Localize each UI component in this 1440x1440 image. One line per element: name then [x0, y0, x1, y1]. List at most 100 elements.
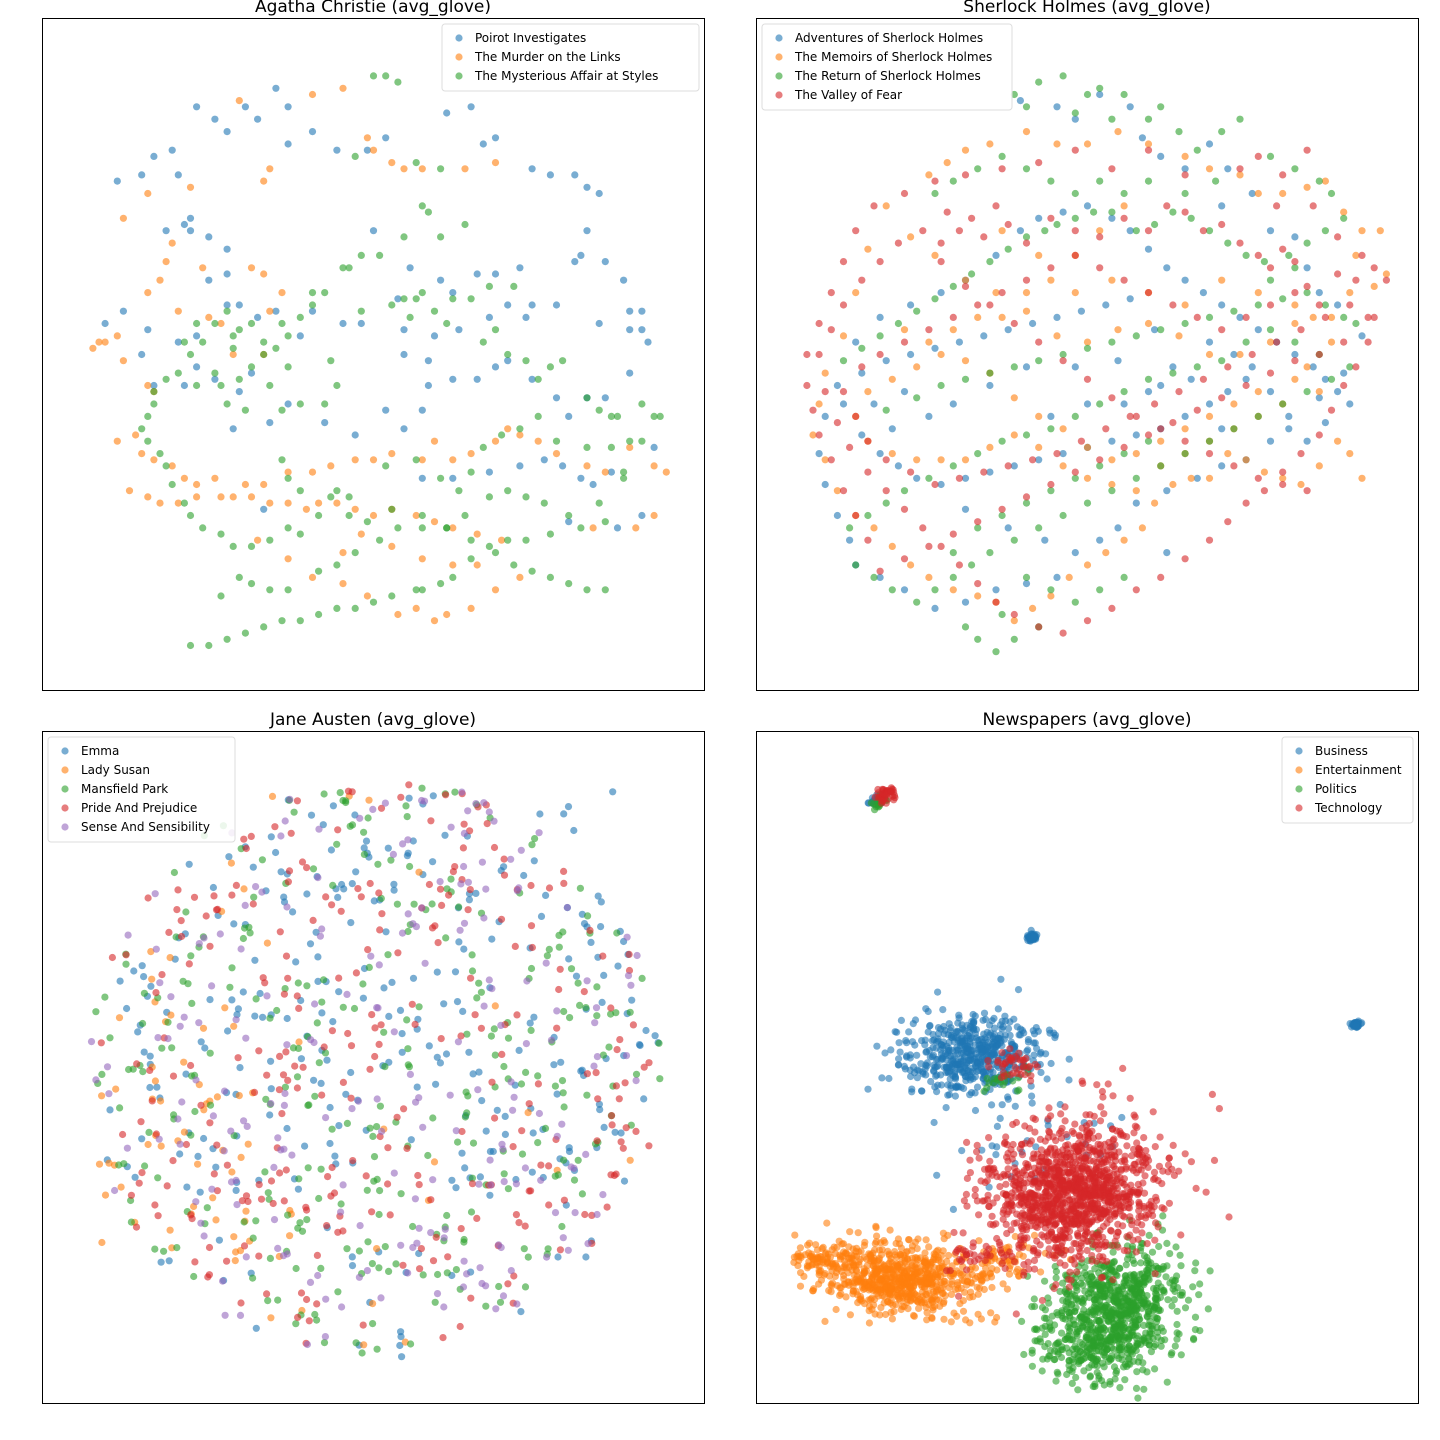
scatter-point	[140, 989, 148, 997]
scatter-point	[385, 1267, 393, 1275]
scatter-point	[326, 1103, 334, 1112]
scatter-point	[242, 1207, 250, 1215]
scatter-point	[393, 900, 401, 908]
scatter-point	[266, 499, 274, 507]
scatter-point	[922, 1071, 930, 1079]
scatter-point	[87, 1038, 96, 1046]
scatter-point	[1218, 220, 1226, 229]
scatter-point	[432, 1080, 440, 1088]
scatter-point	[849, 1255, 857, 1263]
scatter-point	[638, 437, 646, 445]
scatter-point	[284, 400, 292, 408]
scatter-point	[1230, 462, 1238, 470]
scatter-point	[478, 1097, 486, 1105]
scatter-point	[116, 1104, 124, 1112]
scatter-point	[1121, 1360, 1129, 1368]
scatter-point	[327, 1192, 335, 1200]
scatter-point	[1132, 1226, 1140, 1234]
scatter-point	[1309, 363, 1317, 371]
scatter-point	[1013, 1087, 1022, 1095]
scatter-point	[200, 934, 208, 942]
scatter-point	[985, 1183, 993, 1191]
scatter-point	[1083, 474, 1092, 482]
scatter-point	[228, 996, 236, 1004]
scatter-point	[455, 903, 463, 911]
scatter-point	[491, 437, 500, 445]
scatter-point	[594, 892, 602, 900]
scatter-point	[467, 468, 475, 476]
scatter-point	[974, 580, 982, 588]
scatter-point	[615, 1095, 623, 1103]
scatter-point	[1139, 1359, 1147, 1367]
scatter-point	[440, 1234, 448, 1242]
scatter-point	[407, 1136, 415, 1144]
scatter-point	[320, 1339, 329, 1347]
scatter-point	[255, 1047, 263, 1055]
scatter-point	[1022, 363, 1031, 371]
scatter-point	[339, 796, 347, 805]
scatter-point	[376, 251, 384, 259]
scatter-point	[162, 258, 170, 266]
scatter-point	[241, 480, 249, 489]
scatter-point	[249, 1234, 257, 1242]
scatter-point	[570, 826, 578, 835]
scatter-point	[227, 859, 235, 867]
scatter-point	[229, 425, 237, 433]
scatter-point	[913, 394, 921, 402]
scatter-point	[827, 289, 835, 297]
scatter-point	[468, 951, 476, 959]
scatter-point	[625, 950, 633, 959]
legend-marker	[61, 747, 69, 755]
scatter-point	[1144, 319, 1153, 328]
legend-marker	[775, 72, 783, 80]
scatter-point	[1061, 1117, 1069, 1125]
scatter-point	[1346, 363, 1354, 371]
scatter-point	[1140, 1252, 1149, 1260]
scatter-point	[865, 1319, 874, 1327]
scatter-point	[827, 326, 835, 334]
scatter-point	[177, 932, 186, 941]
scatter-point	[1254, 301, 1262, 309]
legend-entry: The Mysterious Affair at Styles	[474, 69, 658, 83]
scatter-point	[552, 394, 561, 402]
scatter-point	[986, 443, 994, 451]
scatter-point	[907, 1296, 915, 1304]
scatter-point	[1285, 425, 1293, 433]
scatter-point	[247, 363, 256, 371]
scatter-point	[447, 823, 455, 831]
scatter-point	[270, 1216, 279, 1224]
scatter-point	[280, 1197, 288, 1205]
scatter-point	[1163, 264, 1171, 272]
scatter-point	[635, 1041, 644, 1049]
scatter-point	[152, 989, 160, 997]
scatter-point	[601, 394, 609, 402]
scatter-point	[974, 592, 982, 600]
scatter-point	[919, 227, 927, 235]
scatter-point	[368, 1260, 376, 1268]
scatter-point	[571, 171, 579, 179]
scatter-point	[595, 189, 603, 198]
scatter-point	[496, 1298, 505, 1306]
scatter-point	[345, 511, 353, 520]
scatter-point	[228, 1168, 236, 1176]
scatter-point	[1291, 357, 1299, 365]
scatter-point	[119, 214, 127, 222]
scatter-point	[522, 536, 530, 544]
legend-marker	[775, 91, 783, 99]
scatter-point	[960, 1027, 969, 1035]
scatter-point	[966, 1091, 974, 1099]
scatter-point	[1108, 480, 1116, 489]
scatter-point	[504, 1280, 512, 1288]
scatter-point	[887, 1046, 895, 1054]
scatter-point	[284, 524, 292, 532]
scatter-point	[441, 1225, 449, 1233]
scatter-point	[351, 456, 359, 464]
scatter-point	[556, 965, 564, 973]
scatter-point	[846, 524, 854, 532]
scatter-point	[293, 1073, 302, 1081]
scatter-point	[436, 1059, 444, 1067]
scatter-point	[1086, 1372, 1094, 1380]
scatter-point	[227, 1127, 235, 1135]
scatter-point	[317, 1264, 325, 1272]
scatter-point	[921, 1249, 929, 1257]
